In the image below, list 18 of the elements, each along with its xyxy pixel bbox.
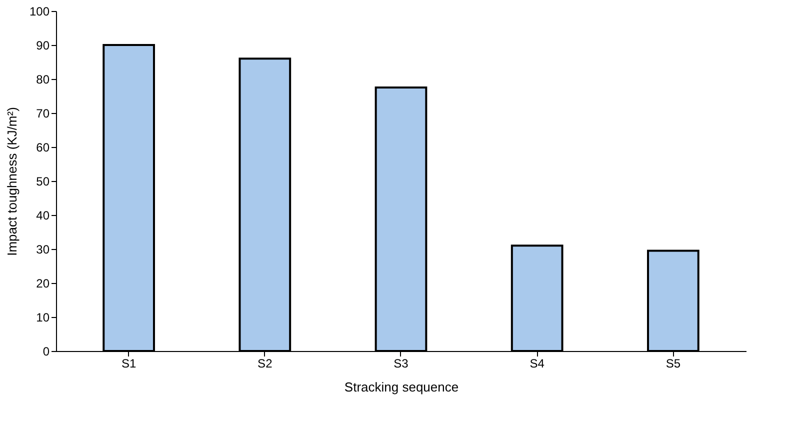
- x-axis-title: Stracking sequence: [344, 380, 459, 394]
- y-tick-label: 90: [36, 38, 50, 52]
- y-tick-label: 80: [36, 72, 50, 86]
- x-tick-label: S5: [666, 356, 681, 370]
- y-tick-label: 40: [36, 208, 50, 222]
- y-axis-title: Impact toughness (KJ/m²): [4, 107, 20, 256]
- y-tick-label: 100: [29, 4, 50, 18]
- y-tick-label: 30: [36, 242, 50, 256]
- x-tick-label: S1: [121, 356, 136, 370]
- y-tick-label: 60: [36, 140, 50, 154]
- x-tick-label: S4: [530, 356, 545, 370]
- y-tick-label: 0: [42, 344, 50, 358]
- y-tick-label: 20: [36, 276, 50, 290]
- y-tick-label: 50: [36, 174, 50, 188]
- y-tick-label: 10: [36, 310, 50, 324]
- x-tick-label: S2: [258, 356, 273, 370]
- y-tick-label: 70: [36, 106, 50, 120]
- x-tick-label: S3: [394, 356, 409, 370]
